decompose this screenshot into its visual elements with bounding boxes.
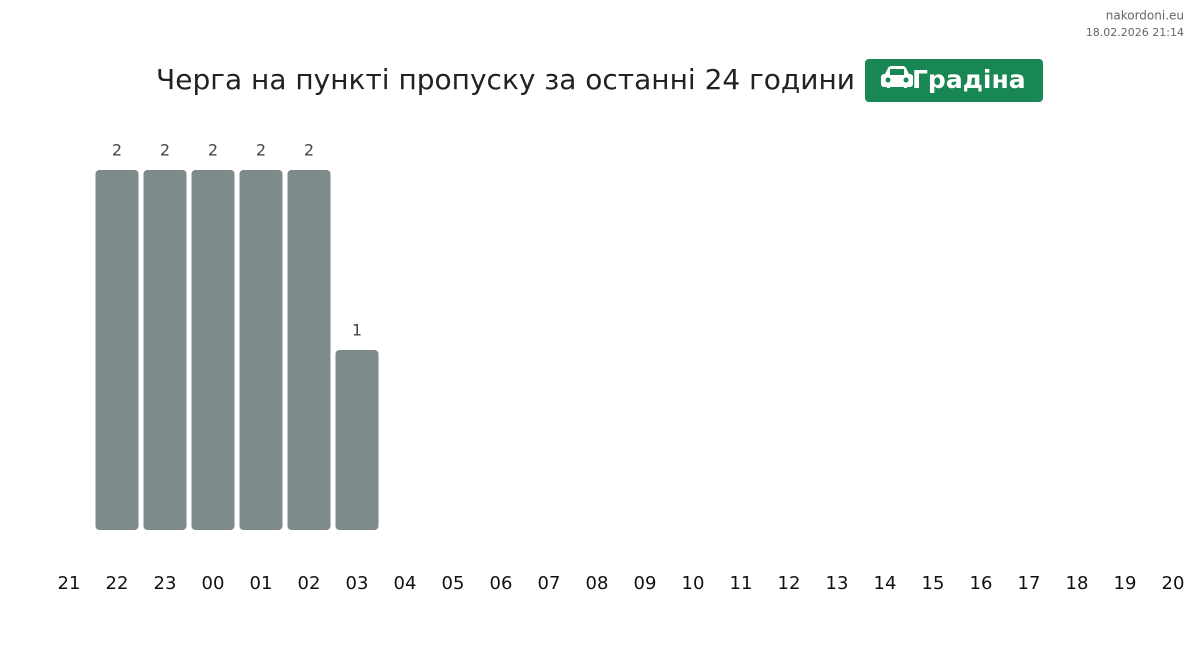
x-tick-label: 18 [1066, 573, 1089, 594]
x-tick-label: 22 [106, 573, 129, 594]
value-label: 2 [112, 141, 122, 160]
x-tick-label: 10 [682, 573, 705, 594]
bar [287, 170, 331, 530]
site: nakordoni.eu [1106, 9, 1184, 23]
value-label: 2 [160, 141, 170, 160]
x-tick-label: 02 [298, 573, 321, 594]
x-tick-label: 05 [442, 573, 465, 594]
timestamp: 18.02.2026 21:14 [1086, 26, 1184, 39]
x-tick-label: 04 [394, 573, 417, 594]
bar [335, 350, 379, 530]
badge-label: Градіна [912, 65, 1026, 94]
x-tick-label: 21 [58, 573, 81, 594]
x-tick-label: 12 [778, 573, 801, 594]
bar [95, 170, 139, 530]
x-tick-label: 07 [538, 573, 561, 594]
x-tick-label: 23 [154, 573, 177, 594]
bar [239, 170, 283, 530]
badge [865, 59, 1043, 102]
x-tick-label: 15 [922, 573, 945, 594]
x-tick-label: 01 [250, 573, 273, 594]
bar [191, 170, 235, 530]
x-tick-label: 20 [1162, 573, 1185, 594]
x-tick-label: 14 [874, 573, 897, 594]
x-tick-label: 06 [490, 573, 513, 594]
value-label: 1 [352, 321, 362, 340]
x-tick-label: 09 [634, 573, 657, 594]
x-tick-label: 16 [970, 573, 993, 594]
x-tick-label: 03 [346, 573, 369, 594]
value-label: 2 [256, 141, 266, 160]
bar [143, 170, 187, 530]
x-tick-label: 00 [202, 573, 225, 594]
chart-title: Черга на пункті пропуску за останні 24 г… [156, 63, 855, 96]
value-label: 2 [208, 141, 218, 160]
x-tick-label: 19 [1114, 573, 1137, 594]
x-tick-label: 11 [730, 573, 753, 594]
x-tick-label: 17 [1018, 573, 1041, 594]
x-tick-label: 08 [586, 573, 609, 594]
value-label: 2 [304, 141, 314, 160]
x-tick-label: 13 [826, 573, 849, 594]
